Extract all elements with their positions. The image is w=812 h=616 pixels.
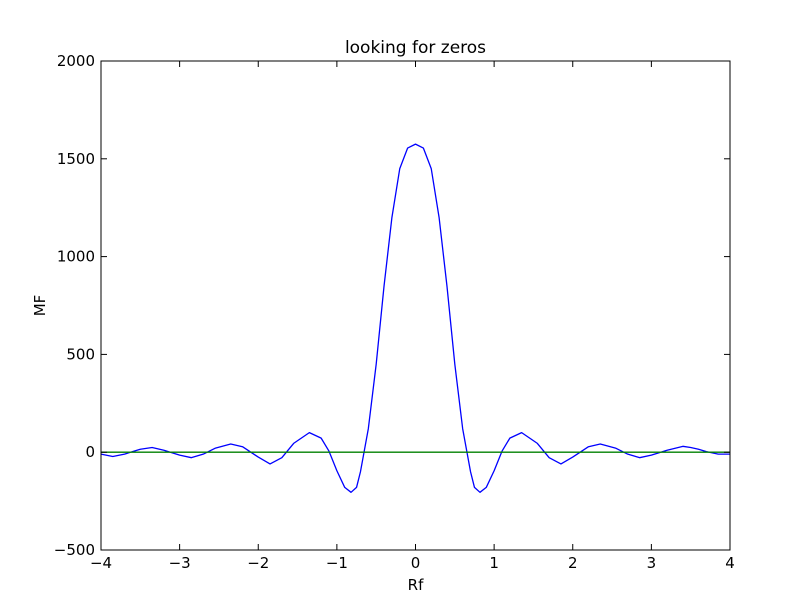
series-line-1 bbox=[100, 143, 730, 493]
x-tick-label: 4 bbox=[725, 554, 735, 572]
y-tick-label: 1000 bbox=[57, 248, 95, 266]
chart-title: looking for zeros bbox=[345, 38, 486, 58]
x-tick-label: 3 bbox=[647, 554, 657, 572]
x-tick-label: −4 bbox=[90, 554, 112, 572]
y-tick-label: −500 bbox=[54, 541, 95, 559]
x-tick-label: 0 bbox=[411, 554, 421, 572]
x-axis-label: Rf bbox=[408, 576, 424, 594]
x-tick-label: 2 bbox=[568, 554, 578, 572]
y-axis-label: MF bbox=[31, 295, 49, 317]
y-tick-label: 0 bbox=[85, 443, 95, 461]
y-tick-label: 500 bbox=[66, 345, 95, 363]
x-axis-ticks: −4 −3 −2 −1 0 1 2 3 4 bbox=[90, 61, 735, 572]
plot-area bbox=[101, 61, 730, 550]
y-tick-label: 2000 bbox=[57, 52, 95, 70]
x-tick-label: −1 bbox=[326, 554, 348, 572]
x-tick-label: −2 bbox=[247, 554, 269, 572]
x-tick-label: 1 bbox=[489, 554, 499, 572]
series-layer bbox=[100, 143, 730, 493]
y-axis-ticks: −500 0 500 1000 1500 2000 bbox=[54, 52, 730, 559]
x-tick-label: −3 bbox=[169, 554, 191, 572]
y-tick-label: 1500 bbox=[57, 150, 95, 168]
